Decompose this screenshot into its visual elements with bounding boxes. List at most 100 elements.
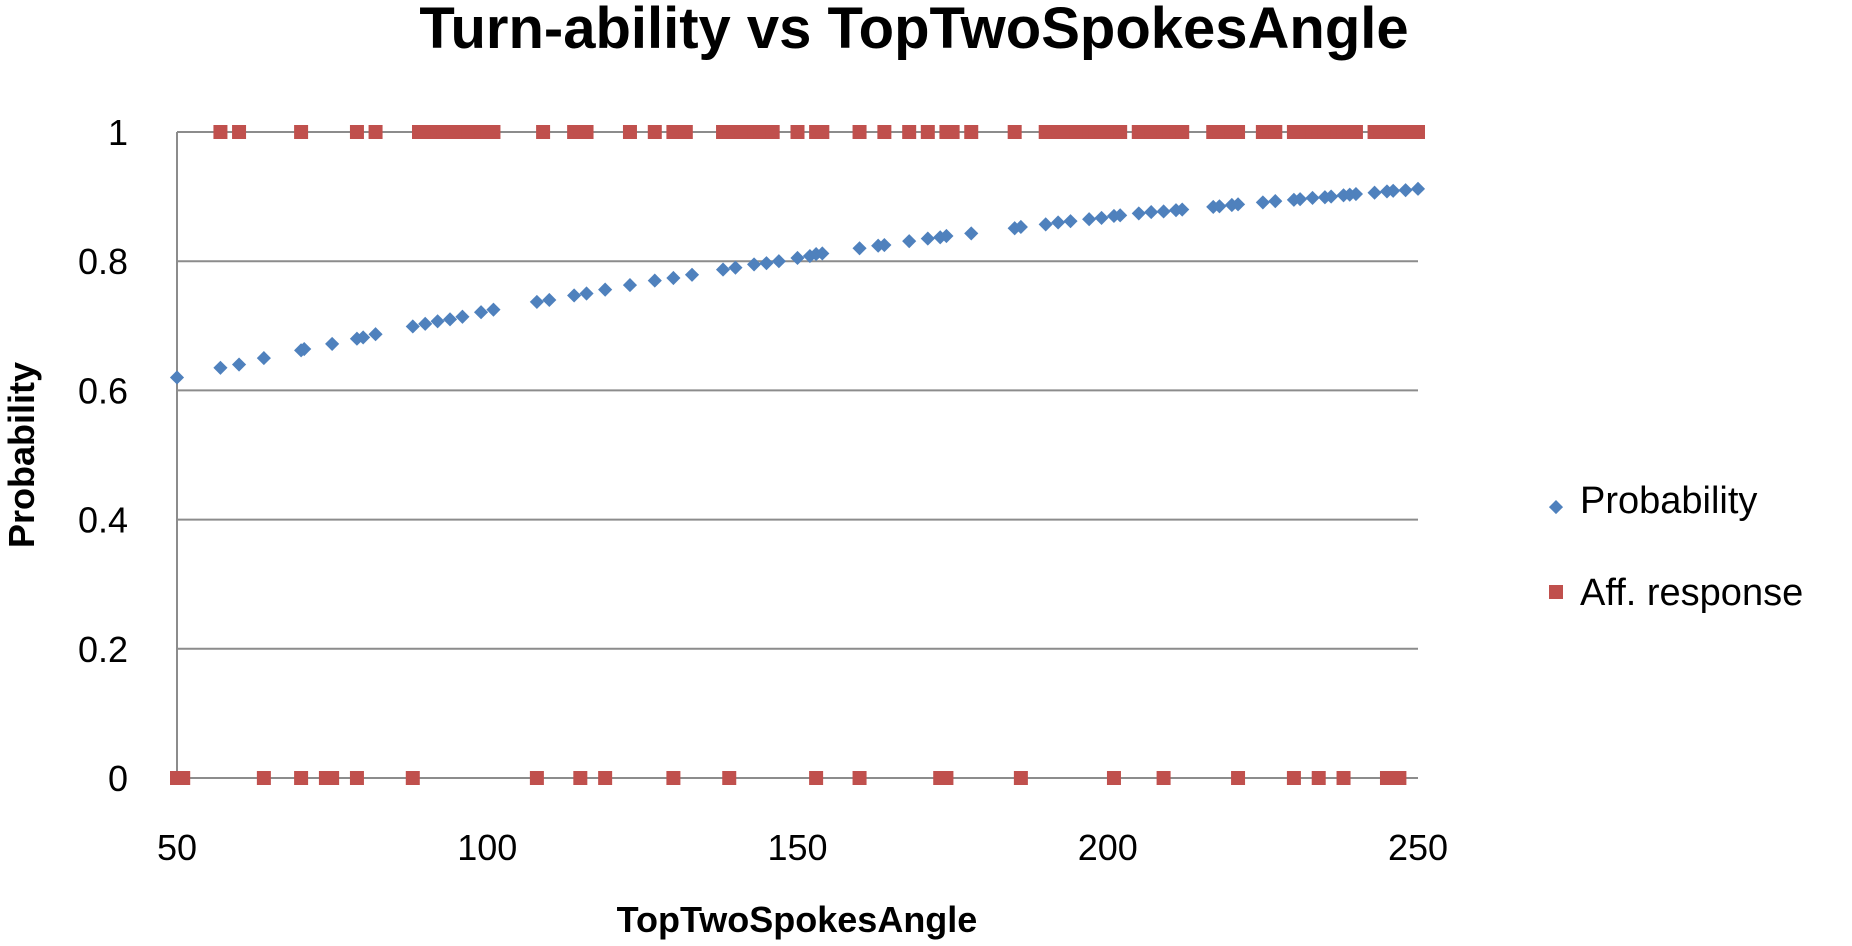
data-point [1051,215,1066,230]
data-point [877,237,892,253]
data-point [1231,771,1246,785]
y-tick-label: 0.2 [78,629,128,670]
data-point [455,309,470,324]
data-point [1268,125,1283,139]
data-point [405,319,420,334]
data-point [1094,125,1109,139]
data-point [1336,771,1351,785]
data-point [647,273,662,288]
data-point [598,282,613,297]
data-point [1175,125,1190,139]
data-point [945,125,960,139]
data-point [1398,183,1413,198]
data-point [622,278,638,293]
data-point [411,125,426,139]
data-point [325,336,340,351]
data-point [405,771,420,785]
y-tick-label: 0.8 [78,241,128,282]
data-point [1386,183,1401,198]
data-point [461,125,476,139]
data-point [442,312,458,327]
data-point [256,351,271,366]
data-point [877,125,892,139]
data-point [349,125,364,139]
data-point [1348,186,1364,202]
series-0 [169,181,1426,385]
data-point [1311,771,1326,785]
data-point [647,125,662,139]
data-point [1268,194,1283,209]
data-point [1131,206,1146,221]
data-point [666,270,681,286]
data-point [790,125,805,139]
data-point [325,771,340,785]
data-point [473,305,489,320]
y-tick-label: 1 [108,112,128,153]
data-point [715,262,731,277]
data-point [684,267,700,282]
data-point [430,314,445,329]
data-point [529,294,544,309]
data-point [1013,219,1028,235]
data-point [753,125,768,139]
data-point [598,771,613,785]
legend-marker-aff-response [1549,585,1563,599]
data-point [1293,192,1308,207]
data-point [542,292,557,308]
data-point [759,256,774,271]
data-point [666,125,681,139]
data-point [964,226,979,241]
data-point [1069,125,1084,139]
data-point [920,125,935,139]
data-point [579,125,594,139]
data-point [964,125,979,139]
data-point [486,302,501,317]
data-point [1013,771,1028,785]
data-point [1007,125,1022,139]
data-point [666,771,681,785]
data-point [256,771,271,785]
data-point [765,125,780,139]
data-point [852,125,867,139]
data-point [231,357,247,372]
data-point [815,246,830,261]
data-point [1324,189,1339,204]
data-point [1348,125,1363,139]
data-point [1410,181,1426,196]
data-point [722,771,737,785]
data-point [529,771,544,785]
data-point [622,125,637,139]
data-point [852,241,867,256]
data-point [356,330,371,345]
y-axis-title: Probability [1,362,42,548]
data-point [1230,197,1246,212]
data-point [1051,125,1066,139]
data-point [1255,195,1270,210]
data-point [1231,125,1246,139]
legend: Probability Aff. response [1548,480,1803,614]
legend-label-probability: Probability [1580,480,1757,522]
y-tick-label: 0 [108,758,128,799]
data-point [1392,771,1407,785]
data-point [1175,202,1190,217]
chart-title: Turn-ability vs TopTwoSpokesAngle [419,0,1408,61]
x-tick-label: 50 [157,827,197,868]
plot-points [169,125,1426,785]
x-tick-label: 250 [1388,827,1448,868]
x-tick-label: 200 [1078,827,1138,868]
data-point [1094,210,1109,225]
data-point [1113,208,1128,223]
data-point [939,771,954,785]
data-point [771,254,786,269]
x-axis-title: TopTwoSpokesAngle [617,899,978,940]
data-point [678,125,693,139]
data-point [486,125,501,139]
gridlines [177,131,1418,779]
data-point [169,370,185,385]
data-point [790,250,805,266]
data-point [1038,125,1053,139]
data-point [536,125,551,139]
data-point [1367,185,1382,200]
data-point [1379,771,1394,785]
